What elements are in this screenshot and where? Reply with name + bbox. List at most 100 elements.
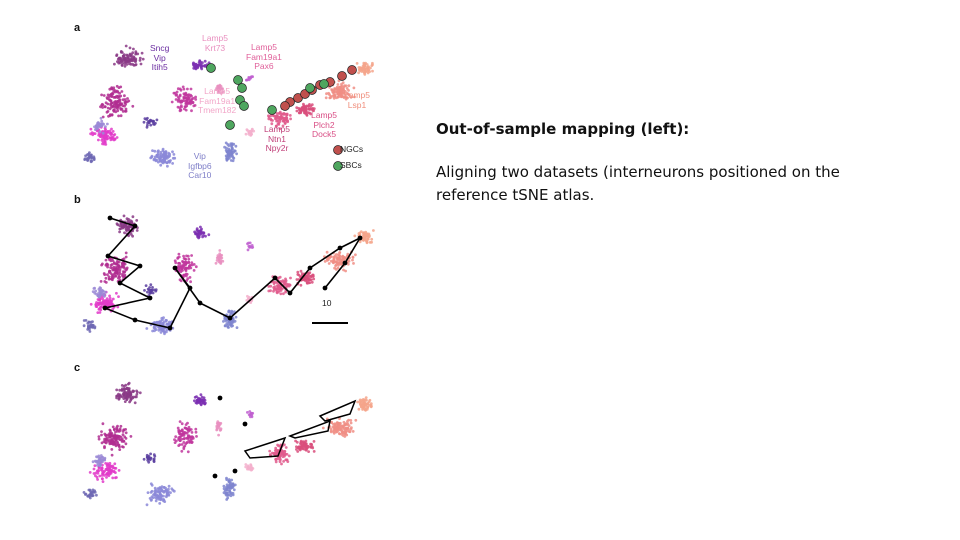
cell-point bbox=[174, 93, 178, 97]
cell-point bbox=[277, 116, 281, 120]
cell-point bbox=[369, 403, 373, 407]
cell-point bbox=[196, 234, 200, 238]
cell-point bbox=[152, 122, 155, 126]
cell-point bbox=[295, 278, 299, 281]
cell-point bbox=[165, 328, 169, 332]
tsne-panel-a bbox=[83, 44, 374, 171]
cell-point bbox=[118, 91, 121, 95]
cell-point bbox=[86, 156, 90, 160]
cell-point bbox=[103, 458, 107, 462]
cell-point bbox=[185, 427, 189, 431]
cell-point bbox=[356, 400, 359, 404]
cell-point bbox=[251, 75, 255, 79]
cell-point bbox=[190, 109, 193, 113]
cell-point bbox=[198, 401, 201, 405]
cell-point bbox=[100, 123, 103, 127]
cell-point bbox=[174, 435, 178, 439]
cell-point bbox=[119, 114, 123, 118]
cell-point bbox=[82, 324, 86, 328]
cell-point bbox=[181, 269, 184, 272]
cell-point bbox=[123, 94, 126, 98]
cell-point bbox=[153, 493, 157, 497]
cell-point bbox=[197, 236, 200, 240]
cell-point bbox=[88, 327, 91, 331]
cell-point bbox=[120, 437, 124, 441]
cell-point bbox=[230, 484, 234, 488]
cell-point bbox=[184, 272, 188, 276]
cell-point bbox=[102, 142, 106, 146]
cell-point bbox=[223, 145, 227, 149]
cell-point bbox=[311, 274, 315, 278]
cell-point bbox=[195, 435, 198, 438]
cell-point bbox=[199, 393, 203, 397]
ngc-marker bbox=[347, 65, 357, 75]
cell-point bbox=[192, 96, 195, 100]
cell-point bbox=[188, 276, 192, 279]
cell-point bbox=[149, 491, 153, 494]
cell-point bbox=[135, 229, 139, 232]
cell-point bbox=[180, 422, 184, 426]
cell-point bbox=[110, 453, 114, 457]
cell-point bbox=[109, 442, 113, 445]
cell-point bbox=[226, 151, 230, 155]
cell-point bbox=[112, 108, 116, 112]
cell-point bbox=[136, 52, 140, 56]
cell-point bbox=[217, 423, 221, 427]
cell-point bbox=[368, 234, 371, 237]
cell-point bbox=[167, 484, 171, 488]
alignment-point bbox=[217, 395, 223, 401]
cell-point bbox=[111, 297, 115, 301]
cell-point bbox=[96, 311, 100, 314]
cell-point bbox=[347, 93, 351, 97]
cell-point bbox=[278, 444, 282, 448]
cell-point bbox=[112, 428, 116, 432]
alignment-point bbox=[357, 235, 363, 241]
cell-point bbox=[305, 277, 309, 281]
cell-point bbox=[116, 394, 119, 397]
cell-point bbox=[278, 120, 282, 123]
cell-point bbox=[149, 482, 153, 486]
cell-point bbox=[119, 94, 123, 98]
cell-point bbox=[193, 399, 196, 403]
cell-point bbox=[329, 96, 332, 99]
cell-point bbox=[104, 441, 108, 445]
cell-point bbox=[100, 119, 104, 123]
cell-point bbox=[113, 433, 116, 437]
sbc-marker bbox=[237, 83, 247, 93]
cell-point bbox=[120, 265, 124, 269]
cell-point bbox=[366, 71, 370, 75]
alignment-point bbox=[287, 290, 293, 296]
cell-point bbox=[131, 51, 135, 55]
cell-point bbox=[98, 463, 101, 467]
cell-point bbox=[99, 116, 103, 120]
cell-point bbox=[289, 276, 292, 280]
cell-point bbox=[276, 443, 279, 447]
cell-point bbox=[362, 398, 366, 401]
cell-point bbox=[186, 87, 189, 91]
cell-point bbox=[338, 257, 341, 260]
cell-point bbox=[112, 95, 116, 99]
cell-point bbox=[203, 402, 207, 406]
cell-point bbox=[145, 453, 149, 457]
cell-point bbox=[336, 93, 340, 96]
cell-point bbox=[120, 63, 124, 67]
cell-point bbox=[357, 66, 361, 69]
cell-point bbox=[123, 393, 126, 397]
cell-point bbox=[118, 230, 121, 234]
cell-point bbox=[106, 102, 110, 106]
cell-point bbox=[159, 331, 163, 334]
cell-point bbox=[296, 270, 300, 274]
cell-point bbox=[153, 486, 157, 490]
cell-point bbox=[197, 229, 201, 233]
cell-point bbox=[153, 149, 157, 153]
cell-point bbox=[145, 125, 149, 129]
cell-point bbox=[101, 422, 105, 426]
cell-point bbox=[118, 56, 122, 60]
cell-point bbox=[112, 440, 116, 444]
cell-point bbox=[123, 101, 127, 105]
cell-point bbox=[341, 81, 345, 85]
cell-point bbox=[162, 490, 166, 493]
cell-point bbox=[267, 289, 271, 293]
cell-point bbox=[101, 131, 105, 135]
cell-point bbox=[103, 105, 107, 109]
